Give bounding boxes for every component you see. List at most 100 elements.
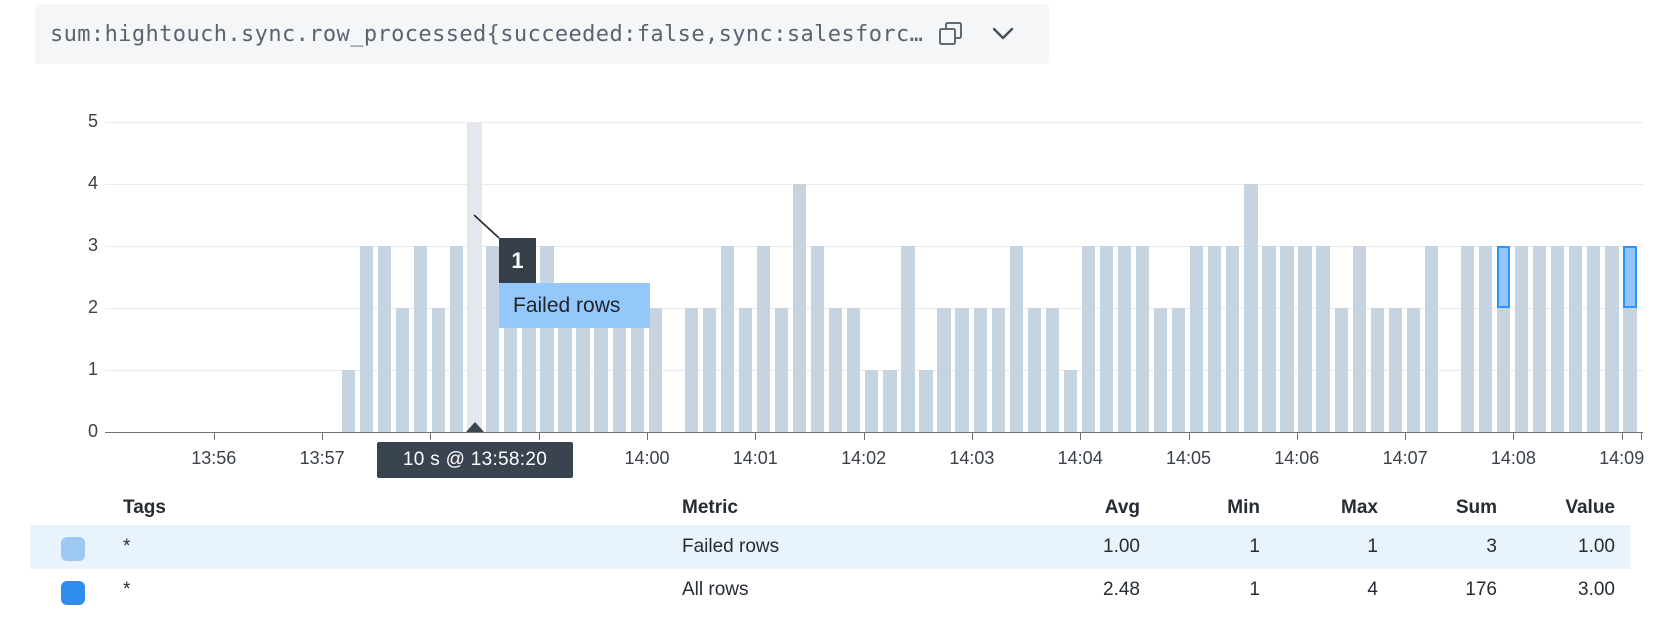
bar[interactable] <box>1352 246 1366 432</box>
bar[interactable] <box>720 246 735 432</box>
bar[interactable] <box>811 246 825 432</box>
grid-line <box>105 184 1643 185</box>
cell-sum: 3 <box>1486 536 1497 557</box>
bar[interactable] <box>486 246 500 432</box>
cell-min: 1 <box>1249 579 1260 600</box>
bar[interactable] <box>1280 246 1294 432</box>
col-header-tags: Tags <box>123 497 166 518</box>
bar[interactable] <box>1460 246 1475 432</box>
bar[interactable] <box>1045 308 1059 432</box>
bar[interactable] <box>1099 246 1114 432</box>
cell-avg: 1.00 <box>1103 536 1140 557</box>
bar[interactable] <box>1226 246 1240 432</box>
bar[interactable] <box>558 308 572 432</box>
hover-band <box>467 122 483 432</box>
bar[interactable] <box>774 308 789 432</box>
series-swatch-all-rows[interactable] <box>61 581 85 605</box>
bar[interactable] <box>1190 246 1204 432</box>
time-tooltip-caret <box>466 422 484 432</box>
x-axis-tick <box>971 433 973 440</box>
bar[interactable] <box>432 308 446 432</box>
bar[interactable] <box>1244 184 1258 432</box>
bar[interactable] <box>973 308 987 432</box>
bar[interactable] <box>648 308 662 432</box>
bar[interactable] <box>1135 246 1150 432</box>
bar[interactable] <box>1478 246 1493 432</box>
bar[interactable] <box>1172 308 1186 432</box>
bar[interactable] <box>1623 308 1637 432</box>
x-axis-label: 13:57 <box>299 448 345 468</box>
x-axis-label: 14:06 <box>1274 448 1320 468</box>
bar[interactable] <box>1208 246 1222 432</box>
cell-value: 1.00 <box>1578 536 1615 557</box>
bar[interactable] <box>738 308 753 432</box>
bar[interactable] <box>1424 246 1439 432</box>
bar[interactable] <box>955 308 969 432</box>
bar[interactable] <box>1117 246 1132 432</box>
bar[interactable] <box>359 246 374 432</box>
bar[interactable] <box>702 308 717 432</box>
bar[interactable] <box>1081 246 1096 432</box>
bar[interactable] <box>684 308 698 432</box>
y-axis-label: 2 <box>87 297 98 317</box>
bar[interactable] <box>1262 246 1276 432</box>
x-axis-line <box>105 432 1643 433</box>
cell-sum: 176 <box>1465 579 1497 600</box>
bar[interactable] <box>540 246 554 432</box>
bar[interactable] <box>1316 246 1330 432</box>
bar[interactable] <box>847 308 861 432</box>
x-axis-edge-tick <box>1641 433 1642 440</box>
cell-metric: Failed rows <box>682 536 780 557</box>
bar[interactable] <box>1154 308 1168 432</box>
bar[interactable] <box>1551 246 1565 432</box>
bar[interactable] <box>377 246 392 432</box>
bar[interactable] <box>901 246 915 432</box>
bar[interactable] <box>991 308 1005 432</box>
bar[interactable] <box>612 308 626 432</box>
bar[interactable] <box>1009 246 1023 432</box>
failed-rows-segment[interactable] <box>1496 246 1511 308</box>
bar[interactable] <box>1388 308 1402 432</box>
table-row[interactable] <box>30 569 1630 613</box>
bar[interactable] <box>919 370 933 432</box>
bar[interactable] <box>341 370 356 432</box>
hover-value-badge: 1 <box>499 238 536 283</box>
series-swatch-failed-rows[interactable] <box>61 537 85 561</box>
table-row[interactable] <box>30 525 1630 569</box>
cell-tags: * <box>123 536 131 557</box>
bar[interactable] <box>450 246 464 432</box>
bar[interactable] <box>829 308 843 432</box>
bar[interactable] <box>576 308 590 432</box>
bar[interactable] <box>1298 246 1312 432</box>
bar[interactable] <box>883 370 897 432</box>
bar[interactable] <box>395 308 410 432</box>
bar[interactable] <box>793 184 807 432</box>
bar[interactable] <box>1027 308 1041 432</box>
copy-icon[interactable] <box>937 20 965 48</box>
bar[interactable] <box>865 370 879 432</box>
bar[interactable] <box>1334 308 1348 432</box>
bar[interactable] <box>1533 246 1547 432</box>
bar[interactable] <box>756 246 771 432</box>
bar[interactable] <box>1587 246 1601 432</box>
query-bar[interactable]: sum:hightouch.sync.row_processed{succeed… <box>35 4 1049 64</box>
bar[interactable] <box>413 246 428 432</box>
timeseries-chart[interactable]: 5 4 3 2 1 0 14:09 14:08 14:07 14:06 14:05 14:04 14:0… <box>0 0 1658 480</box>
bar[interactable] <box>1569 246 1583 432</box>
bar[interactable] <box>937 308 951 432</box>
bar[interactable] <box>1370 308 1384 432</box>
bar[interactable] <box>594 308 608 432</box>
bar[interactable] <box>1063 370 1078 432</box>
bar[interactable] <box>630 308 644 432</box>
bar[interactable] <box>1515 246 1529 432</box>
bar[interactable] <box>1605 246 1619 432</box>
col-header-sum: Sum <box>1455 497 1497 518</box>
chevron-down-icon[interactable] <box>991 27 1015 41</box>
failed-rows-segment[interactable] <box>1623 246 1637 308</box>
bar[interactable] <box>1496 308 1511 432</box>
cell-max: 1 <box>1367 536 1378 557</box>
x-axis-tick <box>538 433 540 440</box>
bar[interactable] <box>1406 308 1420 432</box>
time-tooltip: 10 s @ 13:58:20 <box>377 442 573 478</box>
col-header-max: Max <box>1341 497 1378 518</box>
